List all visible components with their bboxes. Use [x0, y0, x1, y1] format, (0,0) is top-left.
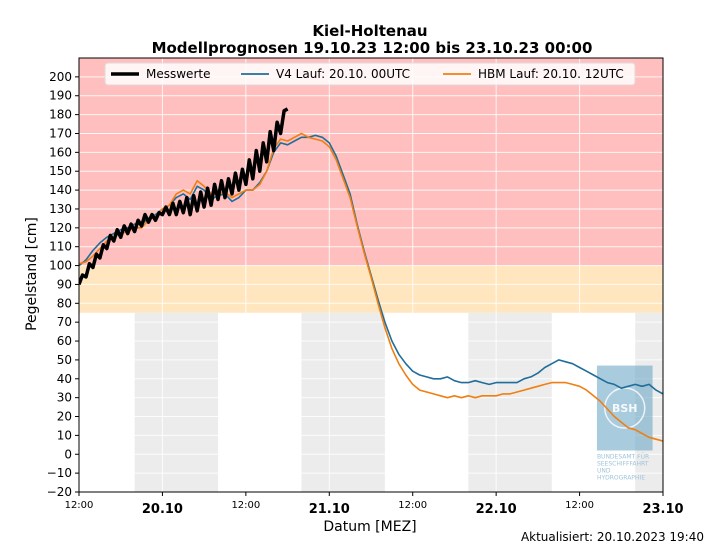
x-tick-label-5: 22.10 — [476, 502, 517, 517]
x-tick-label-2: 12:00 — [231, 500, 260, 511]
bsh-logo-text-1: SEESCHIFFFAHRT — [597, 460, 649, 467]
y-tick-label-7: 50 — [57, 353, 72, 367]
y-tick-label-20: 180 — [49, 108, 72, 122]
x-tick-label-7: 23.10 — [642, 502, 683, 517]
plot-frame — [78, 57, 664, 493]
y-tick-label-6: 40 — [57, 372, 72, 386]
bsh-logo-badge: BSH — [612, 402, 638, 415]
y-tick-label-22: 200 — [49, 70, 72, 84]
bsh-logo-text-2: UND — [597, 467, 611, 474]
y-tick-label-3: 10 — [57, 428, 72, 442]
legend-entry-0: Messwerte — [146, 67, 210, 81]
legend-box — [104, 62, 636, 86]
y-tick-label-13: 110 — [49, 240, 72, 254]
bsh-logo-text-0: BUNDESAMT FÜR — [597, 453, 649, 460]
y-tick-label-0: −20 — [47, 485, 72, 499]
y-tick-label-11: 90 — [57, 277, 72, 291]
x-tick-label-0: 12:00 — [65, 500, 94, 511]
y-tick-label-19: 170 — [49, 126, 72, 140]
y-tick-label-2: 0 — [64, 447, 72, 461]
legend-entry-1: V4 Lauf: 20.10. 00UTC — [276, 67, 410, 81]
night-shading-2 — [468, 312, 552, 492]
x-axis-label: Datum [MEZ] — [323, 519, 416, 535]
y-tick-label-9: 70 — [57, 315, 72, 329]
series-line-2 — [79, 132, 663, 442]
threshold-band-0 — [79, 58, 663, 266]
chart-title: Kiel-Holtenau — [312, 22, 427, 40]
y-axis-label: Pegelstand [cm] — [24, 217, 40, 331]
x-tick-label-3: 21.10 — [309, 502, 350, 517]
series-line-0 — [79, 107, 289, 286]
chart-subtitle: Modellprognosen 19.10.23 12:00 bis 23.10… — [152, 39, 593, 57]
y-tick-label-17: 150 — [49, 164, 72, 178]
y-tick-label-14: 120 — [49, 221, 72, 235]
night-shading-0 — [134, 312, 219, 492]
y-tick-label-1: −10 — [47, 466, 72, 480]
y-tick-label-12: 100 — [49, 259, 72, 273]
plot-area: BSH BUNDESAMT FÜRSEESCHIFFFAHRTUNDHYDROGR… — [47, 57, 684, 517]
y-tick-label-10: 80 — [57, 296, 72, 310]
y-tick-label-4: 20 — [57, 410, 72, 424]
y-tick-label-5: 30 — [57, 391, 72, 405]
legend: Messwerte V4 Lauf: 20.10. 00UTC HBM Lauf: … — [104, 62, 636, 86]
bsh-logo-text-3: HYDROGRAPHIE — [597, 474, 645, 481]
legend-entry-2: HBM Lauf: 20.10. 12UTC — [478, 67, 624, 81]
x-tick-label-1: 20.10 — [142, 502, 183, 517]
x-tick-label-4: 12:00 — [398, 500, 427, 511]
y-tick-label-16: 140 — [49, 183, 72, 197]
y-tick-label-18: 160 — [49, 145, 72, 159]
y-tick-label-21: 190 — [49, 89, 72, 103]
updated-timestamp: Aktualisiert: 20.10.2023 19:40 — [521, 530, 704, 544]
y-tick-label-8: 60 — [57, 334, 72, 348]
y-tick-label-15: 130 — [49, 202, 72, 216]
x-tick-label-6: 12:00 — [565, 500, 594, 511]
night-shading-1 — [301, 312, 385, 492]
